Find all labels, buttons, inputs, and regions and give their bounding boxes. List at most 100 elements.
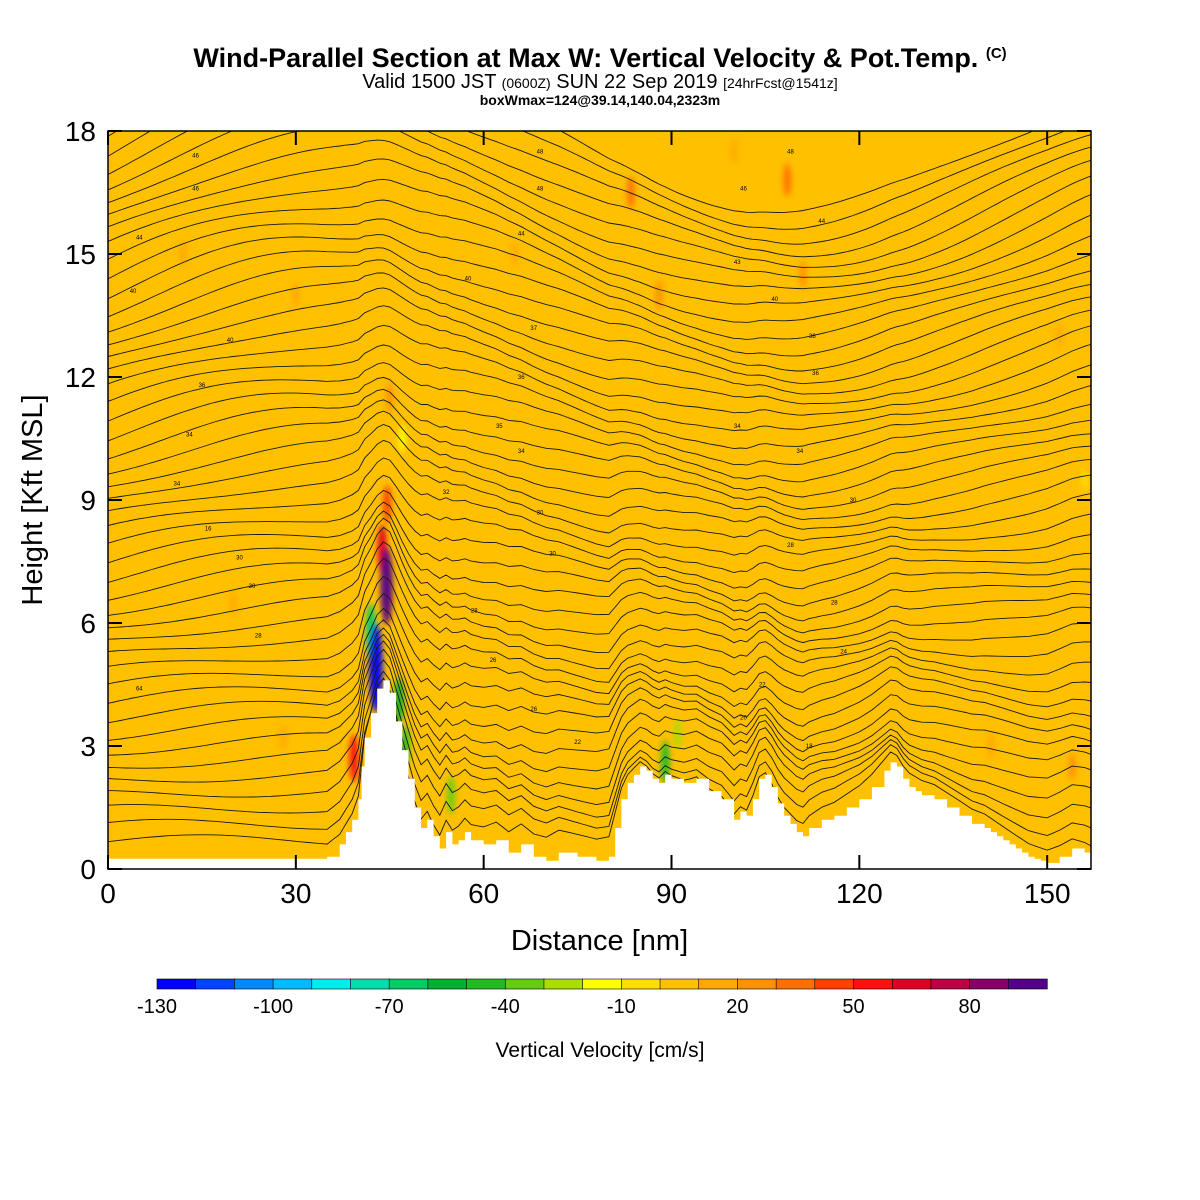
isentrope-label: 20 — [740, 715, 747, 721]
chart-title-text: Wind-Parallel Section at Max W: Vertical… — [193, 43, 979, 73]
colorbar-swatch — [814, 978, 855, 990]
isentrope-line — [108, 670, 1091, 819]
isentrope-label: 35 — [496, 424, 503, 430]
isentrope-line — [108, 324, 1091, 432]
isentrope-line — [108, 362, 1091, 466]
colorbar-swatch — [582, 978, 622, 990]
isentrope-label: 22 — [574, 740, 581, 746]
plot-area: 46 46 44 40 40 36 34 34 16 30 30 28 64 48 48 44 40 37 36 35… — [108, 131, 1091, 869]
x-tick-label: 120 — [836, 878, 883, 909]
colorbar-tick-label: 20 — [726, 996, 748, 1018]
isentrope-line — [108, 648, 1091, 790]
isentrope-line — [108, 677, 1091, 851]
colorbar: -130 -100 -70 -40 -10 20 50 80 — [137, 978, 1048, 1018]
x-axis-label: Distance [nm] — [511, 925, 688, 957]
chart-title: Wind-Parallel Section at Max W: Vertical… — [0, 43, 1200, 74]
colorbar-swatch — [621, 978, 661, 990]
isentrope-label: 48 — [537, 186, 544, 192]
x-axis: 0 30 60 90 120 150 — [100, 131, 1071, 909]
valid-date: SUN 22 Sep 2019 — [556, 71, 718, 93]
colorbar-swatch — [272, 978, 313, 990]
w-feature — [730, 139, 738, 164]
isentrope-label: 64 — [136, 687, 143, 693]
w-feature — [386, 382, 394, 413]
y-tick-label: 3 — [80, 731, 96, 762]
colorbar-swatch — [775, 978, 816, 990]
y-tick-label: 15 — [65, 239, 96, 270]
isentrope-label: 34 — [186, 432, 193, 438]
colorbar-label: Vertical Velocity [cm/s] — [496, 1039, 705, 1062]
box-info: boxWmax=124@39.14,140.04,2323m — [479, 92, 721, 108]
isentrope-label: 28 — [831, 601, 838, 607]
isentrope-label: 30 — [537, 510, 544, 516]
isentrope-line — [108, 474, 1091, 574]
colorbar-swatch — [1008, 978, 1048, 990]
colorbar-swatch — [543, 978, 584, 990]
valid-time-utc: (0600Z) — [501, 75, 551, 91]
w-feature — [380, 547, 393, 625]
isentrope-line — [108, 399, 1091, 510]
isentrope-label: 46 — [192, 186, 199, 192]
isentrope-line — [108, 272, 1091, 395]
isentrope-line — [108, 131, 1091, 258]
isentrope-line — [108, 305, 1091, 416]
terrain — [108, 680, 1091, 869]
isentrope-label: 40 — [130, 289, 137, 295]
w-feature — [655, 280, 663, 310]
isentrope-label: 18 — [806, 744, 813, 750]
isentrope-line — [108, 677, 1091, 836]
isentrope-label: 44 — [818, 219, 825, 225]
isentrope-label: 40 — [465, 277, 472, 283]
colorbar-tick-label: -130 — [137, 996, 177, 1018]
isentrope-line — [108, 131, 1091, 245]
y-tick-label: 0 — [80, 854, 96, 885]
isentrope-label: 38 — [809, 334, 816, 340]
isentrope-label: 37 — [530, 326, 537, 332]
colorbar-swatch — [891, 978, 932, 990]
colorbar-swatch — [504, 978, 545, 990]
isentrope-line — [108, 489, 1091, 590]
colorbar-swatch — [427, 978, 468, 990]
isentrope-line — [108, 659, 1091, 806]
isentrope-label: 46 — [192, 154, 199, 160]
w-feature — [799, 260, 807, 289]
isentrope-line — [108, 410, 1091, 521]
isentrope-label: 34 — [518, 449, 525, 455]
colorbar-swatch — [930, 978, 971, 990]
colorbar-swatch — [311, 978, 352, 990]
isentrope-line — [108, 640, 1091, 773]
colorbar-swatch — [969, 978, 1009, 990]
isentrope-line — [108, 627, 1091, 742]
isentrope-label: 46 — [740, 186, 747, 192]
x-tick-label: 60 — [468, 878, 499, 909]
isentrope-label: 34 — [797, 449, 804, 455]
x-tick-label: 0 — [100, 878, 116, 909]
valid-time: Valid 1500 JST — [362, 71, 497, 93]
x-tick-label: 150 — [1024, 878, 1071, 909]
isentrope-line — [108, 158, 1091, 290]
isentrope-label: 30 — [249, 584, 256, 590]
colorbar-tick-label: -40 — [491, 996, 520, 1018]
isentrope-label: 24 — [840, 650, 847, 656]
colorbar-swatch — [156, 978, 197, 990]
isentrope-line — [108, 199, 1091, 323]
isentrope-label: 44 — [518, 232, 525, 238]
isentrope-label: 40 — [771, 297, 778, 303]
w-feature — [279, 725, 287, 750]
isentrope-label: 26 — [490, 658, 497, 664]
isentrope-line — [108, 259, 1091, 385]
y-tick-label: 6 — [80, 608, 96, 639]
isentrope-label: 32 — [443, 490, 450, 496]
isentrope-line — [108, 139, 1091, 278]
isentrope-label: 28 — [255, 633, 262, 639]
isentrope-labels: 46 46 44 40 40 36 34 34 16 30 30 28 64 48 48 44 40 37 36 35… — [130, 150, 857, 751]
isentrope-label: 44 — [136, 236, 143, 242]
x-tick-label: 30 — [280, 878, 311, 909]
isentrope-line — [108, 344, 1091, 450]
isentrope-line — [108, 439, 1091, 541]
isentrope-line — [108, 517, 1091, 634]
colorbar-swatch — [234, 978, 274, 990]
isentrope-line — [108, 424, 1091, 530]
colorbar-tick-label: 80 — [958, 996, 980, 1018]
